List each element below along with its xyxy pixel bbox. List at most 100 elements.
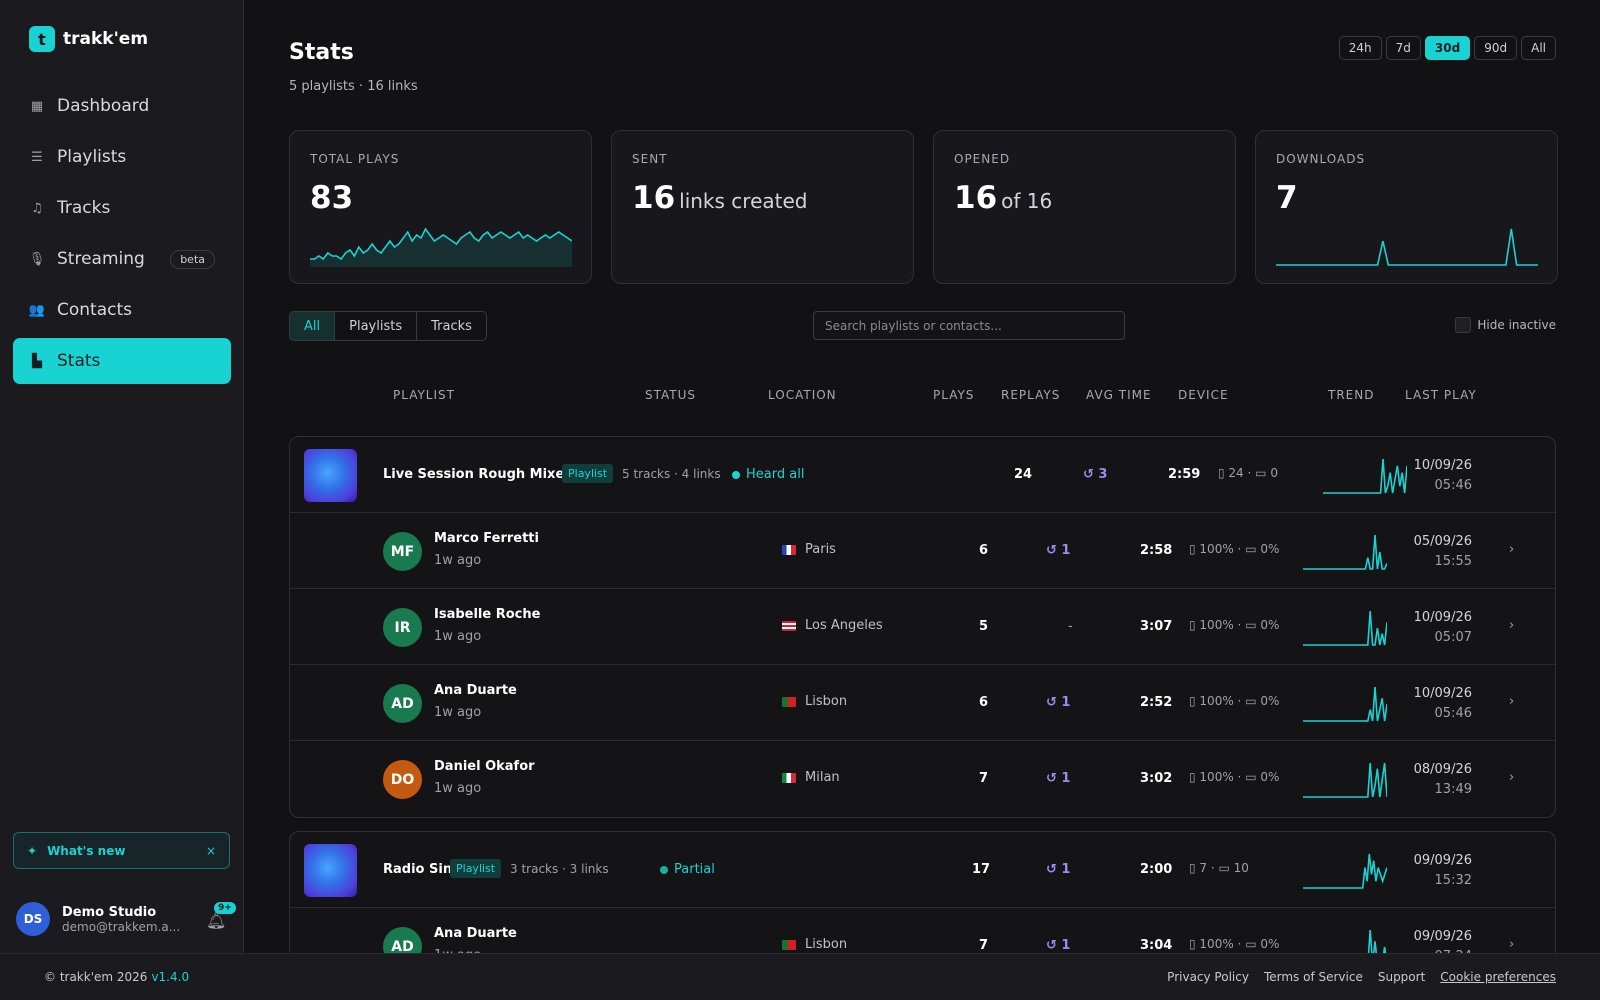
users-icon: 👥 [28, 302, 46, 318]
separator: · [1233, 618, 1246, 632]
contact-location: Lisbon [782, 937, 847, 952]
contact-name[interactable]: Marco Ferretti [434, 531, 539, 546]
mobile-icon: ▯ [1189, 770, 1200, 784]
app-version[interactable]: v1.4.0 [151, 970, 190, 984]
status-dot [660, 865, 668, 874]
time-range-selector: 24h 7d 30d 90d All [1338, 36, 1556, 60]
hide-inactive-toggle[interactable]: Hide inactive [1455, 317, 1556, 333]
avg-time: 2:58 [1140, 543, 1173, 558]
last-play-date: 10/09/26 [1413, 610, 1472, 625]
tab-all[interactable]: All [290, 312, 336, 340]
card-opened: OPENED 16 of 16 [933, 130, 1236, 284]
plays-count: 6 [979, 695, 989, 710]
nav-item-tracks[interactable]: ♫ Tracks [13, 185, 231, 231]
device-desktop-pct: 0% [1260, 542, 1280, 556]
search-input[interactable] [813, 311, 1125, 340]
contact-avatar: AD [383, 684, 422, 723]
contact-row[interactable]: DO Daniel Okafor 1w ago Milan 7 ↺ 1 3:02 ▯ 100%… [290, 741, 1555, 817]
device-mobile-pct: 100% [1199, 937, 1234, 951]
card-label: DOWNLOADS [1276, 152, 1366, 166]
range-30d-button[interactable]: 30d [1424, 36, 1471, 60]
nav-item-playlists[interactable]: ☰ Playlists [13, 134, 231, 180]
footer-link[interactable]: Support [1377, 970, 1426, 984]
replays-count: - [1068, 619, 1073, 634]
total-plays-sparkline-line [310, 227, 572, 261]
nav-item-label: Stats [57, 351, 101, 371]
trend-sparkline-line [1303, 762, 1387, 798]
nav-item-stats[interactable]: ▙ Stats [13, 338, 231, 384]
trend-sparkline-line [1303, 686, 1387, 722]
last-play-date: 09/09/26 [1413, 853, 1472, 868]
microphone-icon: 🎙 [28, 251, 46, 267]
chevron-right-icon[interactable]: › [1509, 542, 1515, 557]
plays-count: 17 [972, 862, 991, 877]
tab-tracks[interactable]: Tracks [431, 318, 472, 334]
playlist-row[interactable]: Live Session Rough Mixes Playlist 5 tracks… [290, 437, 1555, 513]
playlist-badge: Playlist [450, 859, 502, 878]
last-play-time: 15:55 [1434, 554, 1472, 569]
contact-name[interactable]: Isabelle Roche [434, 607, 541, 622]
trend-sparkline-line [1303, 610, 1387, 646]
nav-item-dashboard[interactable]: ▦ Dashboard [13, 83, 231, 129]
avg-time: 2:59 [1168, 467, 1201, 482]
footer-link[interactable]: Terms of Service [1263, 970, 1363, 984]
app-logo[interactable]: t trakk'em [29, 26, 148, 52]
contact-avatar: MF [383, 532, 422, 571]
mobile-icon: ▯ [1189, 542, 1200, 556]
nav-item-contacts[interactable]: 👥 Contacts [13, 287, 231, 333]
nav-item-streaming[interactable]: 🎙 Streaming beta [13, 236, 231, 282]
range-90d-button[interactable]: 90d [1474, 36, 1518, 60]
playlist-meta: 3 tracks · 3 links [510, 862, 609, 876]
app-name: trakk'em [63, 29, 149, 49]
column-header: DEVICE [1178, 388, 1229, 402]
filter-tabs: All Playlists Tracks [289, 311, 487, 341]
card-sent: SENT 16 links created [611, 130, 914, 284]
contact-name[interactable]: Daniel Okafor [434, 759, 535, 774]
device-breakdown: ▯ 100% · ▭ 0% [1189, 937, 1284, 951]
chevron-right-icon[interactable]: › [1509, 694, 1515, 709]
desktop-icon: ▭ [1245, 618, 1261, 632]
flag-it-icon [782, 772, 796, 783]
whats-new-banner[interactable]: ✦ What's new × [13, 832, 230, 869]
hide-inactive-checkbox[interactable] [1455, 317, 1472, 333]
chevron-right-icon[interactable]: › [1509, 618, 1515, 633]
footer-link[interactable]: Cookie preferences [1440, 970, 1556, 984]
last-play: 10/09/26 05:46 [1402, 684, 1472, 724]
contact-name[interactable]: Ana Duarte [434, 926, 517, 941]
chevron-right-icon[interactable]: › [1509, 770, 1515, 785]
range-24h-button[interactable]: 24h [1338, 36, 1382, 60]
avg-time: 3:04 [1140, 938, 1173, 953]
contact-row[interactable]: IR Isabelle Roche 1w ago Los Angeles 5 - 3:07 ▯… [290, 589, 1555, 665]
replay-icon: ↺ [1046, 938, 1062, 953]
footer: © trakk'em 2026 v1.4.0 Privacy Policy Ter… [0, 953, 1600, 1000]
plays-count: 7 [979, 938, 989, 953]
avg-time: 3:07 [1140, 619, 1173, 634]
contact-avatar: DO [383, 760, 422, 799]
bell-icon[interactable]: 🔔︎ [206, 911, 227, 930]
trend-sparkline [1303, 534, 1387, 570]
range-7d-button[interactable]: 7d [1385, 36, 1421, 60]
desktop-icon: ▭ [1245, 937, 1261, 951]
separator: · [1233, 937, 1246, 951]
playlist-row[interactable]: Radio Singles Playlist 3 tracks · 3 links P… [290, 832, 1555, 908]
plays-count: 7 [979, 771, 989, 786]
tab-playlists[interactable]: Playlists [335, 312, 418, 340]
contact-row[interactable]: AD Ana Duarte 1w ago Lisbon 6 ↺ 1 2:52 ▯ 100% ·… [290, 665, 1555, 741]
range-all-button[interactable]: All [1521, 36, 1556, 60]
playlist-name[interactable]: Live Session Rough Mixes [383, 467, 572, 482]
location-label: Lisbon [805, 937, 848, 952]
sent-count: 16 [632, 180, 676, 216]
last-play-date: 05/09/26 [1413, 534, 1472, 549]
user-profile[interactable]: DS Demo Studio demo@trakkem.a... 🔔︎ 9+ [16, 902, 238, 936]
contact-avatar: IR [383, 608, 422, 647]
last-play: 09/09/26 15:32 [1402, 851, 1472, 891]
close-icon[interactable]: × [205, 843, 216, 858]
hide-inactive-label: Hide inactive [1477, 318, 1556, 332]
trend-sparkline [1323, 458, 1407, 494]
contact-row[interactable]: MF Marco Ferretti 1w ago Paris 6 ↺ 1 2:58 ▯ 100… [290, 513, 1555, 589]
nav-item-label: Playlists [57, 147, 127, 167]
contact-name[interactable]: Ana Duarte [434, 683, 517, 698]
chevron-right-icon[interactable]: › [1509, 937, 1515, 952]
last-play-time: 05:46 [1434, 478, 1472, 493]
footer-link[interactable]: Privacy Policy [1167, 970, 1249, 984]
